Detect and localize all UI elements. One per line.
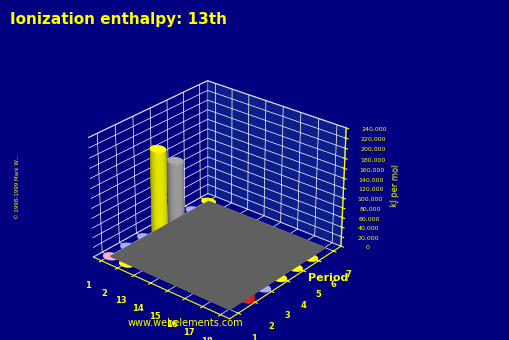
Text: © 1998-1999 Mark W...: © 1998-1999 Mark W... [15,155,20,219]
Text: Ionization enthalpy: 13th: Ionization enthalpy: 13th [10,12,227,27]
Text: www.webelements.com: www.webelements.com [127,318,243,328]
